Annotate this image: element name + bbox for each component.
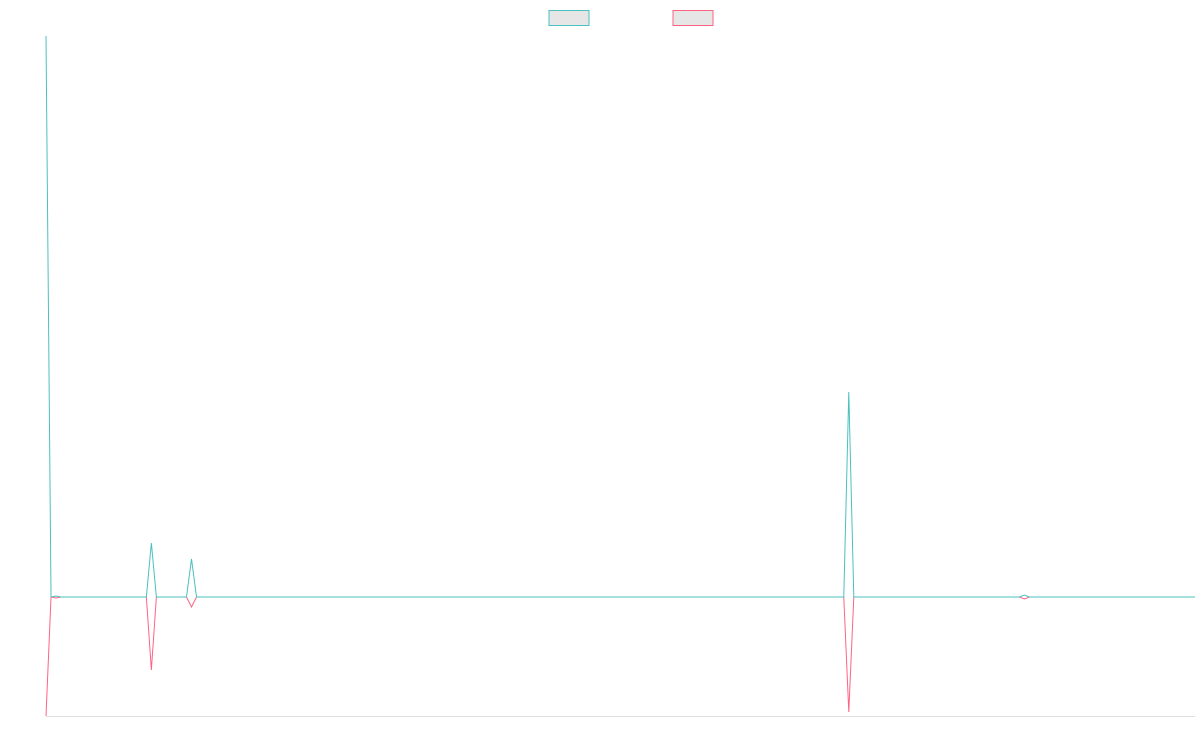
legend-swatch <box>548 10 590 26</box>
series-line <box>45 596 1195 717</box>
series-line <box>45 35 1195 598</box>
legend-swatch <box>672 10 714 26</box>
